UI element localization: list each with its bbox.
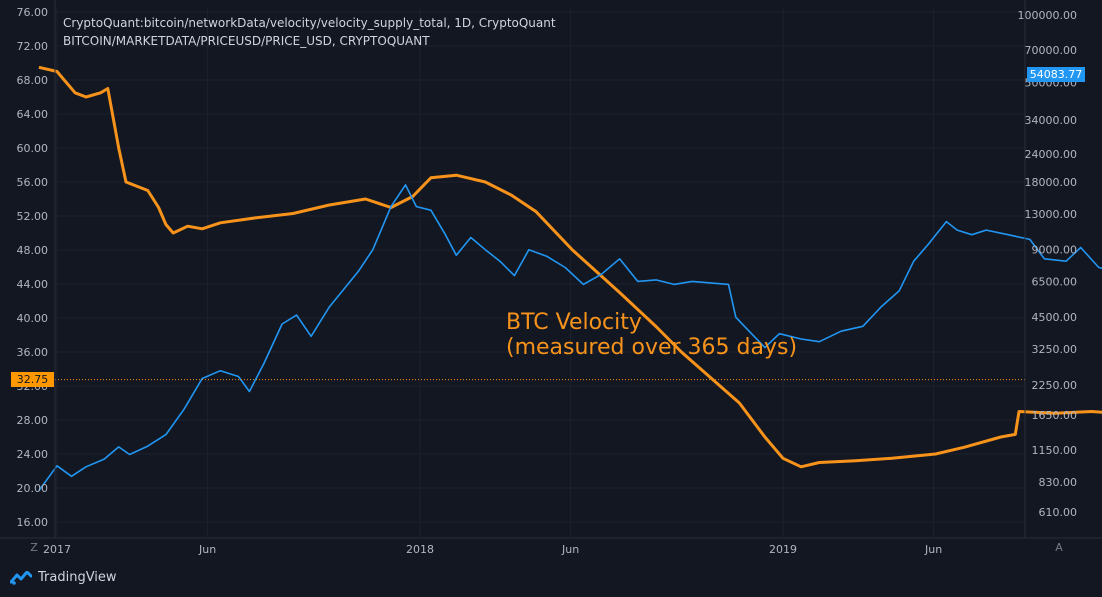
right-axis-tick-label: 1150.00	[1032, 444, 1078, 457]
left-axis-tick-label: 64.00	[17, 108, 49, 121]
left-axis-tick-label: 48.00	[17, 244, 49, 257]
right-axis-tick-label: 6500.00	[1032, 275, 1078, 288]
right-axis-tick-label: 24000.00	[1025, 148, 1078, 161]
tradingview-branding[interactable]: TradingView	[10, 570, 117, 585]
tradingview-logo-icon	[10, 570, 32, 585]
left-axis-tick-label: 72.00	[17, 40, 49, 53]
time-zone-button[interactable]: Z	[30, 541, 38, 554]
series-layer	[38, 65, 1102, 492]
annotation-subtitle: (measured over 365 days)	[506, 335, 798, 360]
left-axis-tick-label: 56.00	[17, 176, 49, 189]
x-axis-tick-label: 2018	[406, 543, 434, 556]
tradingview-wordmark: TradingView	[38, 570, 117, 585]
x-axis-tick-label: Jun	[924, 543, 942, 556]
right-axis-tick-label: 4500.00	[1032, 311, 1078, 324]
price-last-value-tag: 54083.77	[1027, 67, 1085, 83]
left-axis-tick-label: 28.00	[17, 414, 49, 427]
right-axis-tick-label: 70000.00	[1025, 44, 1078, 57]
left-axis-tick-label: 76.00	[17, 6, 49, 19]
right-axis-tick-label: 100000.00	[1018, 9, 1078, 22]
right-axis-tick-label: 18000.00	[1025, 176, 1078, 189]
left-axis-tick-label: 24.00	[17, 448, 49, 461]
x-axis-tick-label: 2019	[769, 543, 797, 556]
legend-velocity: CryptoQuant:bitcoin/networkData/velocity…	[63, 16, 556, 30]
velocity-series-line	[38, 65, 1102, 469]
left-axis-tick-label: 44.00	[17, 278, 49, 291]
price-series-line	[38, 184, 1102, 492]
legend-price: BITCOIN/MARKETDATA/PRICEUSD/PRICE_USD, C…	[63, 34, 430, 48]
x-axis-tick-label: 2017	[43, 543, 71, 556]
velocity-last-value-tag: 32.75	[11, 372, 54, 388]
left-axis-tick-label: 36.00	[17, 346, 49, 359]
right-axis-tick-label: 1650.00	[1032, 409, 1078, 422]
grid-lines	[55, 8, 1025, 537]
x-axis-tick-label: Jun	[198, 543, 216, 556]
axes: 16.0020.0024.0028.0032.0036.0040.0044.00…	[0, 0, 1102, 556]
right-axis-tick-label: 9000.00	[1032, 244, 1078, 257]
left-axis-tick-label: 60.00	[17, 142, 49, 155]
left-axis-tick-label: 68.00	[17, 74, 49, 87]
right-axis-tick-label: 830.00	[1039, 476, 1078, 489]
right-axis-tick-label: 13000.00	[1025, 208, 1078, 221]
x-axis-tick-label: Jun	[561, 543, 579, 556]
right-axis-tick-label: 3250.00	[1032, 343, 1078, 356]
annotation-title: BTC Velocity	[506, 310, 642, 335]
right-axis-tick-label: 610.00	[1039, 506, 1078, 519]
right-axis-tick-label: 2250.00	[1032, 379, 1078, 392]
auto-scale-button[interactable]: A	[1055, 541, 1063, 554]
left-axis-tick-label: 20.00	[17, 482, 49, 495]
left-axis-tick-label: 52.00	[17, 210, 49, 223]
left-axis-tick-label: 40.00	[17, 312, 49, 325]
left-axis-tick-label: 16.00	[17, 516, 49, 529]
right-axis-tick-label: 34000.00	[1025, 114, 1078, 127]
